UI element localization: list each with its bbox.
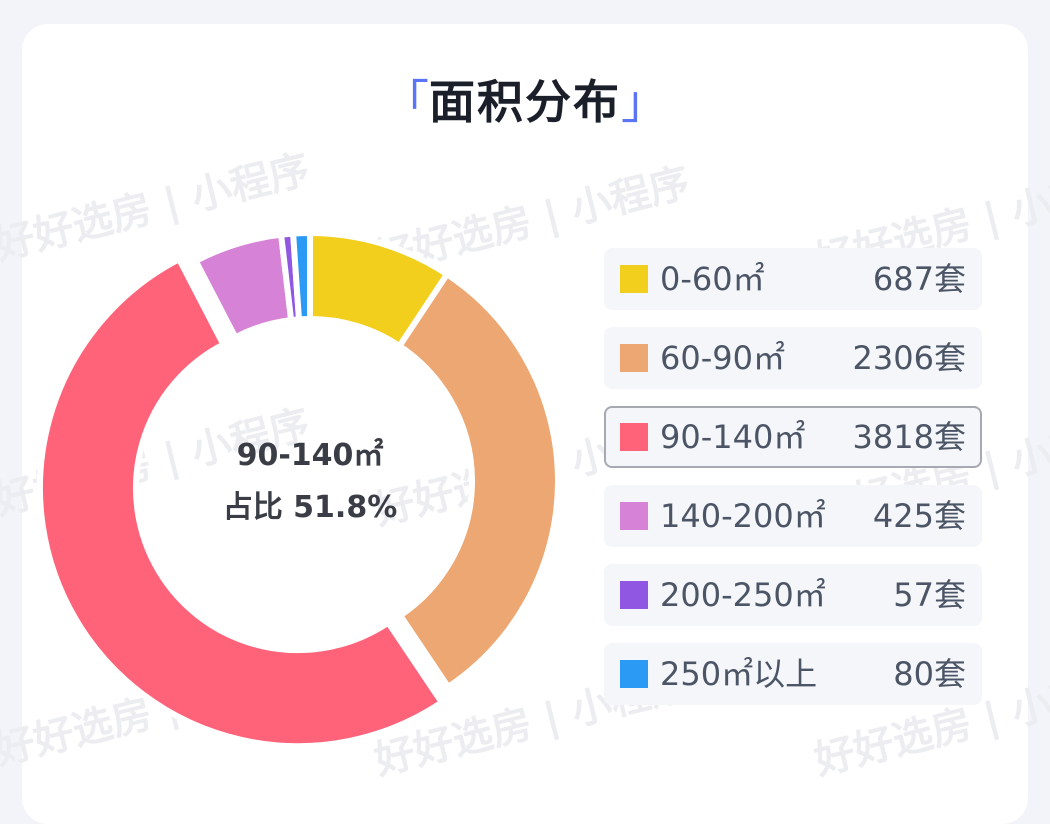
title-close-bracket: 」 — [621, 75, 667, 129]
legend-swatch — [620, 502, 648, 530]
chart-title: 「面积分布」 — [0, 72, 1050, 132]
title-open-bracket: 「 — [383, 75, 429, 129]
legend-label: 200-250㎡ — [660, 576, 826, 614]
donut-slice-2[interactable] — [395, 270, 561, 692]
legend-value: 2306套 — [852, 339, 966, 377]
legend-item-250-plus[interactable]: 250㎡以上 80套 — [604, 643, 982, 705]
donut-slice-6[interactable] — [289, 229, 313, 323]
legend-value: 80套 — [893, 655, 966, 693]
legend-label: 140-200㎡ — [660, 497, 826, 535]
title-text: 面积分布 — [429, 75, 621, 129]
legend-swatch — [620, 581, 648, 609]
legend-item-140-200[interactable]: 140-200㎡ 425套 — [604, 485, 982, 547]
legend-swatch — [620, 344, 648, 372]
legend-value: 3818套 — [852, 418, 966, 456]
legend-swatch — [620, 265, 648, 293]
legend-label: 60-90㎡ — [660, 339, 785, 377]
donut-chart — [36, 229, 561, 750]
legend-label: 250㎡以上 — [660, 655, 818, 693]
legend-swatch — [620, 660, 648, 688]
legend-item-200-250[interactable]: 200-250㎡ 57套 — [604, 564, 982, 626]
donut-slice-3[interactable] — [36, 255, 446, 750]
legend-value: 57套 — [893, 576, 966, 614]
legend-item-60-90[interactable]: 60-90㎡ 2306套 — [604, 327, 982, 389]
legend-value: 425套 — [872, 497, 966, 535]
legend-label: 0-60㎡ — [660, 260, 765, 298]
legend-item-0-60[interactable]: 0-60㎡ 687套 — [604, 248, 982, 310]
center-label-share: 占比 51.8% — [222, 490, 398, 525]
legend-value: 687套 — [872, 260, 966, 298]
center-label-category: 90-140㎡ — [236, 438, 384, 473]
legend-item-90-140[interactable]: 90-140㎡ 3818套 — [604, 406, 982, 468]
legend-swatch — [620, 423, 648, 451]
legend-label: 90-140㎡ — [660, 418, 806, 456]
